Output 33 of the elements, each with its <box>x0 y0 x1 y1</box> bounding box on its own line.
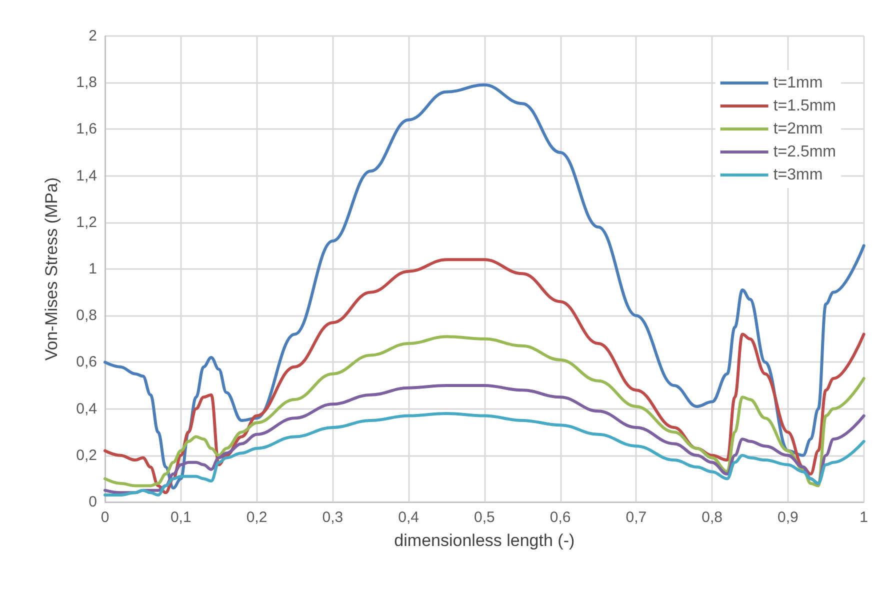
legend-label: t=2.5mm <box>773 144 836 160</box>
x-tick-label: 1 <box>860 509 868 526</box>
legend-label: t=1mm <box>773 74 823 92</box>
line-series <box>104 258 866 494</box>
y-tick-label: 0 <box>88 494 97 510</box>
y-tick-label: 0,4 <box>76 400 97 418</box>
y-tick-label: 1,6 <box>76 120 97 138</box>
x-tick-label: 0,6 <box>550 509 571 526</box>
x-tick-label: 0,4 <box>398 509 419 526</box>
x-tick-label: 0,1 <box>170 509 192 526</box>
y-axis-title: Von-Mises Stress (MPa) <box>42 177 61 361</box>
x-axis-title: dimensionless length (-) <box>394 531 575 550</box>
x-tick-label: 0,2 <box>246 509 268 526</box>
y-tick-label: 1,4 <box>76 167 97 184</box>
x-tick-label: 0,9 <box>778 509 798 526</box>
line-series <box>104 412 866 497</box>
legend-label: t=2mm <box>773 120 823 138</box>
line-series <box>104 335 866 488</box>
x-tick-label: 0 <box>100 509 110 526</box>
y-tick-label: 1 <box>88 260 97 278</box>
line-series <box>104 384 866 494</box>
y-tick-label: 0,2 <box>76 446 97 464</box>
y-tick-label: 2 <box>88 28 97 44</box>
y-tick-label: 0,6 <box>76 354 97 371</box>
x-tick-label: 0,3 <box>322 509 344 526</box>
x-tick-label: 0,8 <box>702 509 722 526</box>
legend-label: t=3mm <box>773 166 823 184</box>
y-tick-label: 0,8 <box>76 307 97 324</box>
legend-label: t=1.5mm <box>773 98 836 114</box>
x-tick-label: 0,7 <box>626 509 647 526</box>
y-tick-label: 1,2 <box>76 214 97 231</box>
y-tick-label: 1,8 <box>76 74 97 92</box>
x-tick-label: 0,5 <box>474 509 495 526</box>
